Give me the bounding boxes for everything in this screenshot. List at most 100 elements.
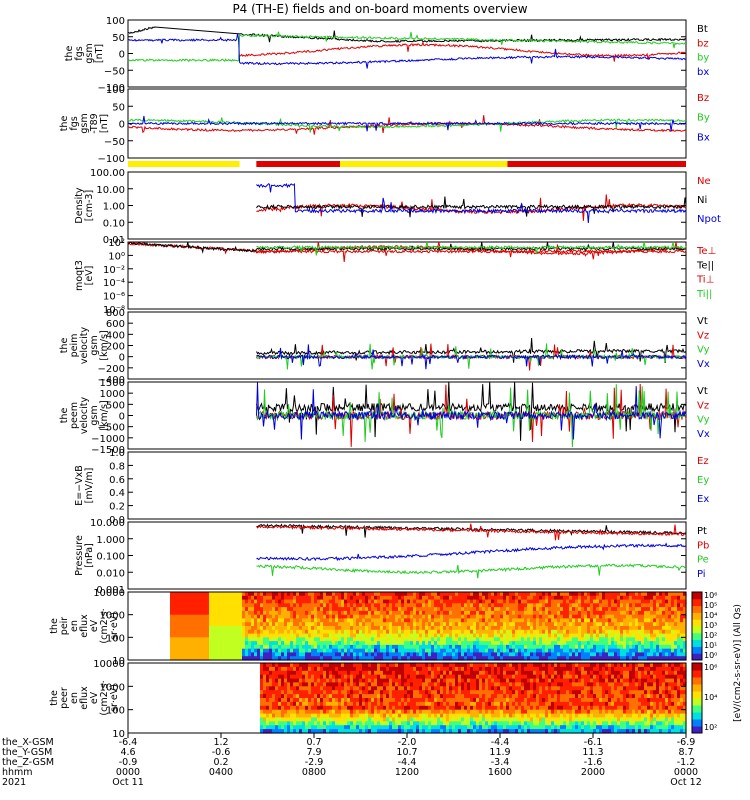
legend-fgs_dip-Bz: Bz <box>697 93 709 104</box>
x-tick-label: 1200 <box>395 767 419 778</box>
colorbar-tick: 10⁰ <box>704 651 717 660</box>
ytick-label-peir: 1000 <box>100 611 125 622</box>
ytick-label-pressure: 1.000 <box>96 535 125 546</box>
panel-efield: 1.0 0.8 0.6 0.4 0.2 0.0 E=−VxB [mV/m] Ez Ey Ex <box>74 448 709 526</box>
legend-efield-Ey: Ey <box>697 475 709 486</box>
ylabel-peim: the peim velocity gsm [km/s] <box>59 327 110 365</box>
x-tick-label: -4.4 <box>491 737 510 748</box>
legend-temp-Ti||: Ti|| <box>696 289 712 300</box>
ylabel-line: eflux <box>79 614 90 638</box>
ytick-label-peem: −500 <box>98 423 125 434</box>
ylabel-line: [nT] <box>94 44 105 63</box>
legend-temp-Ti⊥: Ti⊥ <box>696 275 714 286</box>
ylabel-line: sr·eV) <box>109 684 120 712</box>
ytick-label-efield: 0.4 <box>109 488 125 499</box>
panel-frame-temp <box>127 241 687 310</box>
ytick-label-efield: 0.8 <box>109 461 125 472</box>
ytick-label-temp: 10⁻⁴ <box>103 278 125 289</box>
ytick-label-density: 10.00 <box>96 185 125 196</box>
ylabel-line: the <box>59 116 70 132</box>
colorbar-tick: 10⁵ <box>704 601 717 610</box>
legend-density-Ne: Ne <box>697 176 711 187</box>
legend-pressure-Pe: Pe <box>697 555 709 566</box>
ylabel-line: Density <box>74 187 85 223</box>
ytick-label-temp: 10⁻² <box>103 265 125 276</box>
x-tick-label: -0.6 <box>212 747 231 758</box>
page-title: P4 (TH-E) fields and on-board moments ov… <box>232 2 527 16</box>
ylabel-line: [cm-3] <box>84 190 95 221</box>
x-tick-label: -2.9 <box>305 757 324 768</box>
ytick-label-peim: −200 <box>98 364 125 375</box>
x-tick-label: -1.6 <box>584 757 603 768</box>
x-tick-label: 1.2 <box>213 737 228 748</box>
series-line-density-Ni <box>256 196 687 218</box>
ytick-label-fgs_dip: −50 <box>104 137 125 148</box>
ytick-label-peir: 10 <box>112 656 125 667</box>
series-line-peem-Vx <box>256 382 687 440</box>
ytick-label-peer: 1000 <box>100 682 125 693</box>
panel-temp: 10² 10⁰ 10⁻² 10⁻⁴ 10⁻⁶ 10⁻⁸ moqt3 [eV] Te⊥ Te|| Ti… <box>74 238 716 316</box>
panel-peer: 10000 1000 100 10 the peer en eflux eV (cm2·s· sr·… <box>49 659 687 740</box>
legend-peim-Vz: Vz <box>697 330 709 341</box>
colorbar-tick: 10² <box>704 631 717 640</box>
ytick-label-peer: 100 <box>106 706 125 717</box>
ylabel-line: peem <box>69 402 80 429</box>
x-tick-label: 11.3 <box>582 747 603 758</box>
ylabel-line: [km/s] <box>99 400 110 430</box>
ytick-label-temp: 10² <box>108 238 125 249</box>
ytick-label-peim: 400 <box>106 330 125 341</box>
ytick-label-peim: 200 <box>106 342 125 353</box>
colorbar-label: [eV/(cm2-s-sr-eV)] (All Qs) <box>733 604 743 722</box>
ylabel-line: eV <box>89 619 100 632</box>
ylabel-line: gsm <box>84 43 95 63</box>
x-tick-label: -4.4 <box>398 757 417 768</box>
panel-frame-peim <box>127 311 687 380</box>
series-line-density-Ne <box>256 194 687 221</box>
ytick-label-density: 0.01 <box>103 235 125 246</box>
x-tick-label: -3.4 <box>491 757 510 768</box>
ylabel-line: velocity <box>79 327 90 365</box>
x-row-label: the_Y-GSM <box>2 747 52 758</box>
series-line-pressure-Pi <box>256 542 687 562</box>
series-line-fgs-Bt <box>127 26 687 44</box>
colorbar-tick: 10² <box>704 723 717 732</box>
ylabel-line: moqt3 <box>74 260 85 291</box>
ylabel-line: Pressure <box>74 535 85 576</box>
ylabel-peem: the peem velocity gsm [km/s] <box>59 397 110 435</box>
ytick-label-peim: −400 <box>98 375 125 386</box>
ytick-label-efield: 0.6 <box>109 475 125 486</box>
ytick-label-density: 100.00 <box>90 168 125 179</box>
ytick-label-fgs_dip: 100 <box>106 85 125 96</box>
ylabel-line: en <box>69 692 80 704</box>
x-tick-label: 0400 <box>209 767 233 778</box>
legend-efield-Ez: Ez <box>697 456 709 467</box>
ylabel-line: fgs <box>74 46 85 60</box>
series-line-fgs-bx <box>127 33 687 69</box>
panel-frame-efield <box>127 451 687 520</box>
x-row-label: hhmm <box>2 767 33 778</box>
ylabel-density: Density [cm-3] <box>74 187 95 223</box>
ytick-label-peem: 500 <box>106 400 125 411</box>
ytick-label-fgs: −100 <box>98 83 125 94</box>
ylabel-line: sr·eV) <box>109 612 120 640</box>
ylabel-line: the <box>59 408 70 424</box>
x-tick-label: 0800 <box>302 767 326 778</box>
colorbar: 10⁶10⁵10⁴10³10²10¹10⁰10⁶10⁴10²[eV/(cm2-s… <box>691 591 743 734</box>
ytick-label-efield: 1.0 <box>109 448 125 459</box>
ylabel-line: fgs <box>69 116 80 130</box>
legend-peem-Vx: Vx <box>697 429 710 440</box>
ylabel-line: the <box>49 618 60 634</box>
ylabel-peir: the peir en eflux eV (cm2·s· sr·eV) <box>49 608 120 643</box>
legend-density-Ni: Ni <box>697 195 707 206</box>
ylabel-line: the <box>59 338 70 354</box>
ytick-label-pressure: 0.001 <box>96 585 125 596</box>
x-tick-label: -2.0 <box>398 737 417 748</box>
panel-frame-fgs <box>127 19 687 88</box>
colorbar-tick: 10⁴ <box>704 611 717 620</box>
ytick-label-peem: −1500 <box>91 445 125 456</box>
ylabel-fgs_dip: the fgs gsm -T89 [nT] <box>59 113 110 133</box>
series-line-peim-Vx <box>256 344 687 370</box>
x-row-label: the_X-GSM <box>2 737 54 748</box>
legend-temp-Te||: Te|| <box>696 260 714 271</box>
